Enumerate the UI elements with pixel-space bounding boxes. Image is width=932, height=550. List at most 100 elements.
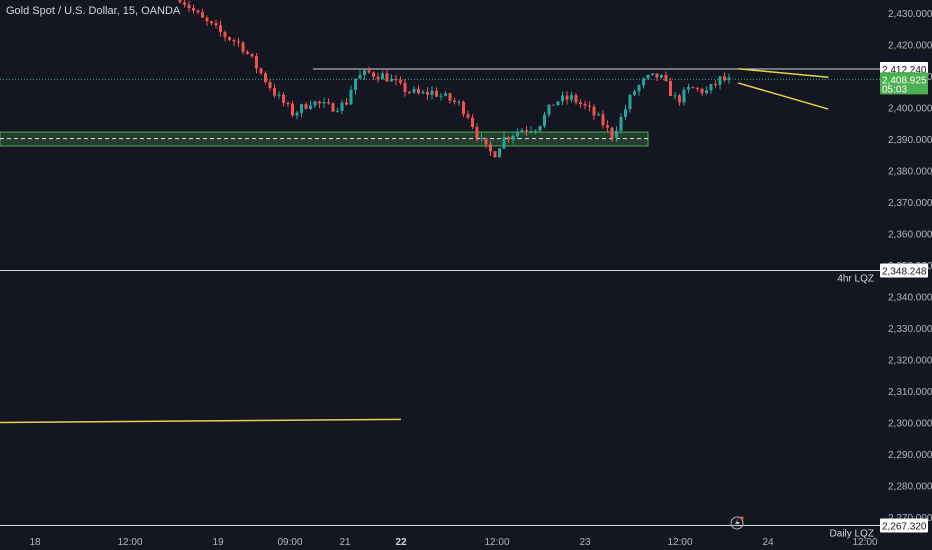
- candle-body: [322, 102, 326, 104]
- x-tick-label: 12:00: [484, 537, 509, 548]
- x-tick-label: 18: [29, 537, 41, 548]
- candle-body: [633, 91, 636, 96]
- candle-body: [610, 127, 614, 138]
- candle-body: [714, 84, 717, 86]
- candle-body: [480, 137, 483, 139]
- price-tag-text: 2,412.240: [882, 65, 927, 76]
- candle-body: [583, 104, 587, 106]
- price-tag-text: 2,267.320: [882, 521, 927, 532]
- candle-body: [241, 42, 245, 52]
- candle-body: [358, 75, 362, 79]
- candle-body: [399, 80, 402, 83]
- y-tick-label: 2,360.000: [888, 230, 932, 241]
- candle-body: [372, 72, 375, 77]
- candle-body: [264, 73, 267, 83]
- candle-body: [376, 76, 380, 80]
- candle-body: [219, 25, 222, 33]
- current-price-text: 2,408.925: [882, 75, 927, 86]
- level-label: Daily LQZ: [830, 528, 874, 539]
- candle-body: [178, 0, 182, 3]
- candle-body: [444, 93, 447, 96]
- candle-body: [525, 130, 528, 132]
- candle-body: [223, 32, 227, 38]
- candle-body: [471, 117, 474, 127]
- candle-body: [250, 53, 254, 57]
- candle-body: [462, 101, 465, 115]
- candle-body: [277, 94, 281, 96]
- y-tick-label: 2,310.000: [888, 387, 932, 398]
- candle-body: [354, 78, 357, 91]
- candle-body: [259, 68, 263, 74]
- candle-body: [313, 101, 317, 106]
- x-tick-label: 09:00: [277, 537, 302, 548]
- candle-body: [498, 148, 501, 158]
- candle-body: [646, 74, 650, 79]
- candle-body: [448, 93, 452, 101]
- candle-body: [705, 90, 708, 94]
- candle-body: [709, 84, 713, 91]
- candle-body: [700, 88, 704, 94]
- candle-body: [637, 85, 641, 92]
- candle-body: [660, 75, 663, 78]
- y-tick-label: 2,320.000: [888, 356, 932, 367]
- candle-body: [673, 95, 677, 97]
- candle-body: [309, 105, 312, 109]
- y-tick-label: 2,370.000: [888, 198, 932, 209]
- candle-body: [664, 75, 668, 82]
- candle-body: [516, 131, 519, 136]
- candle-body: [619, 116, 623, 131]
- candle-body: [336, 110, 339, 112]
- candle-body: [232, 39, 236, 42]
- candle-body: [417, 88, 420, 94]
- candle-body: [426, 91, 429, 95]
- candle-body: [507, 137, 510, 140]
- y-tick-label: 2,280.000: [888, 482, 932, 493]
- candle-body: [457, 101, 461, 103]
- y-tick-label: 2,420.000: [888, 41, 932, 52]
- candle-body: [565, 95, 569, 100]
- candle-body: [561, 95, 564, 102]
- candle-body: [669, 81, 672, 96]
- candle-body: [435, 90, 438, 97]
- candle-body: [367, 70, 371, 73]
- candle-body: [466, 114, 470, 118]
- candle-body: [543, 114, 546, 126]
- candle-body: [394, 78, 398, 81]
- candle-body: [606, 125, 609, 128]
- lightning-icon-ring: [730, 516, 744, 530]
- price-tag: [880, 263, 928, 278]
- candle-body: [696, 88, 699, 90]
- candle-body: [327, 102, 330, 104]
- candle-body: [579, 102, 582, 105]
- y-tick-label: 2,430.000: [888, 9, 932, 20]
- y-tick-label: 2,330.000: [888, 324, 932, 335]
- candle-body: [534, 130, 537, 132]
- candle-body: [723, 76, 726, 81]
- candle-body: [282, 94, 285, 103]
- candle-body: [187, 4, 191, 9]
- long-trendline: [0, 418, 402, 424]
- candle-body: [547, 104, 551, 115]
- candle-body: [727, 77, 731, 81]
- candle-body: [628, 95, 632, 110]
- x-tick-label: 12:00: [117, 537, 142, 548]
- candle-body: [196, 10, 200, 13]
- candle-body: [453, 100, 456, 102]
- candle-body: [597, 114, 600, 116]
- candle-body: [201, 12, 204, 18]
- wedge-upper-line: [737, 68, 829, 79]
- x-tick-label: 19: [212, 537, 224, 548]
- candle-body: [642, 78, 645, 86]
- candle-body: [691, 87, 695, 89]
- candle-body: [228, 37, 231, 40]
- candle-body: [489, 144, 492, 152]
- candle-body: [511, 135, 515, 140]
- y-tick-label: 2,390.000: [888, 135, 932, 146]
- y-tick-label: 2,300.000: [888, 419, 932, 430]
- candle-body: [403, 82, 407, 93]
- candle-body: [520, 130, 524, 132]
- candle-body: [430, 90, 434, 95]
- level-label: 4hr LQZ: [837, 274, 874, 285]
- candle-body: [255, 56, 258, 69]
